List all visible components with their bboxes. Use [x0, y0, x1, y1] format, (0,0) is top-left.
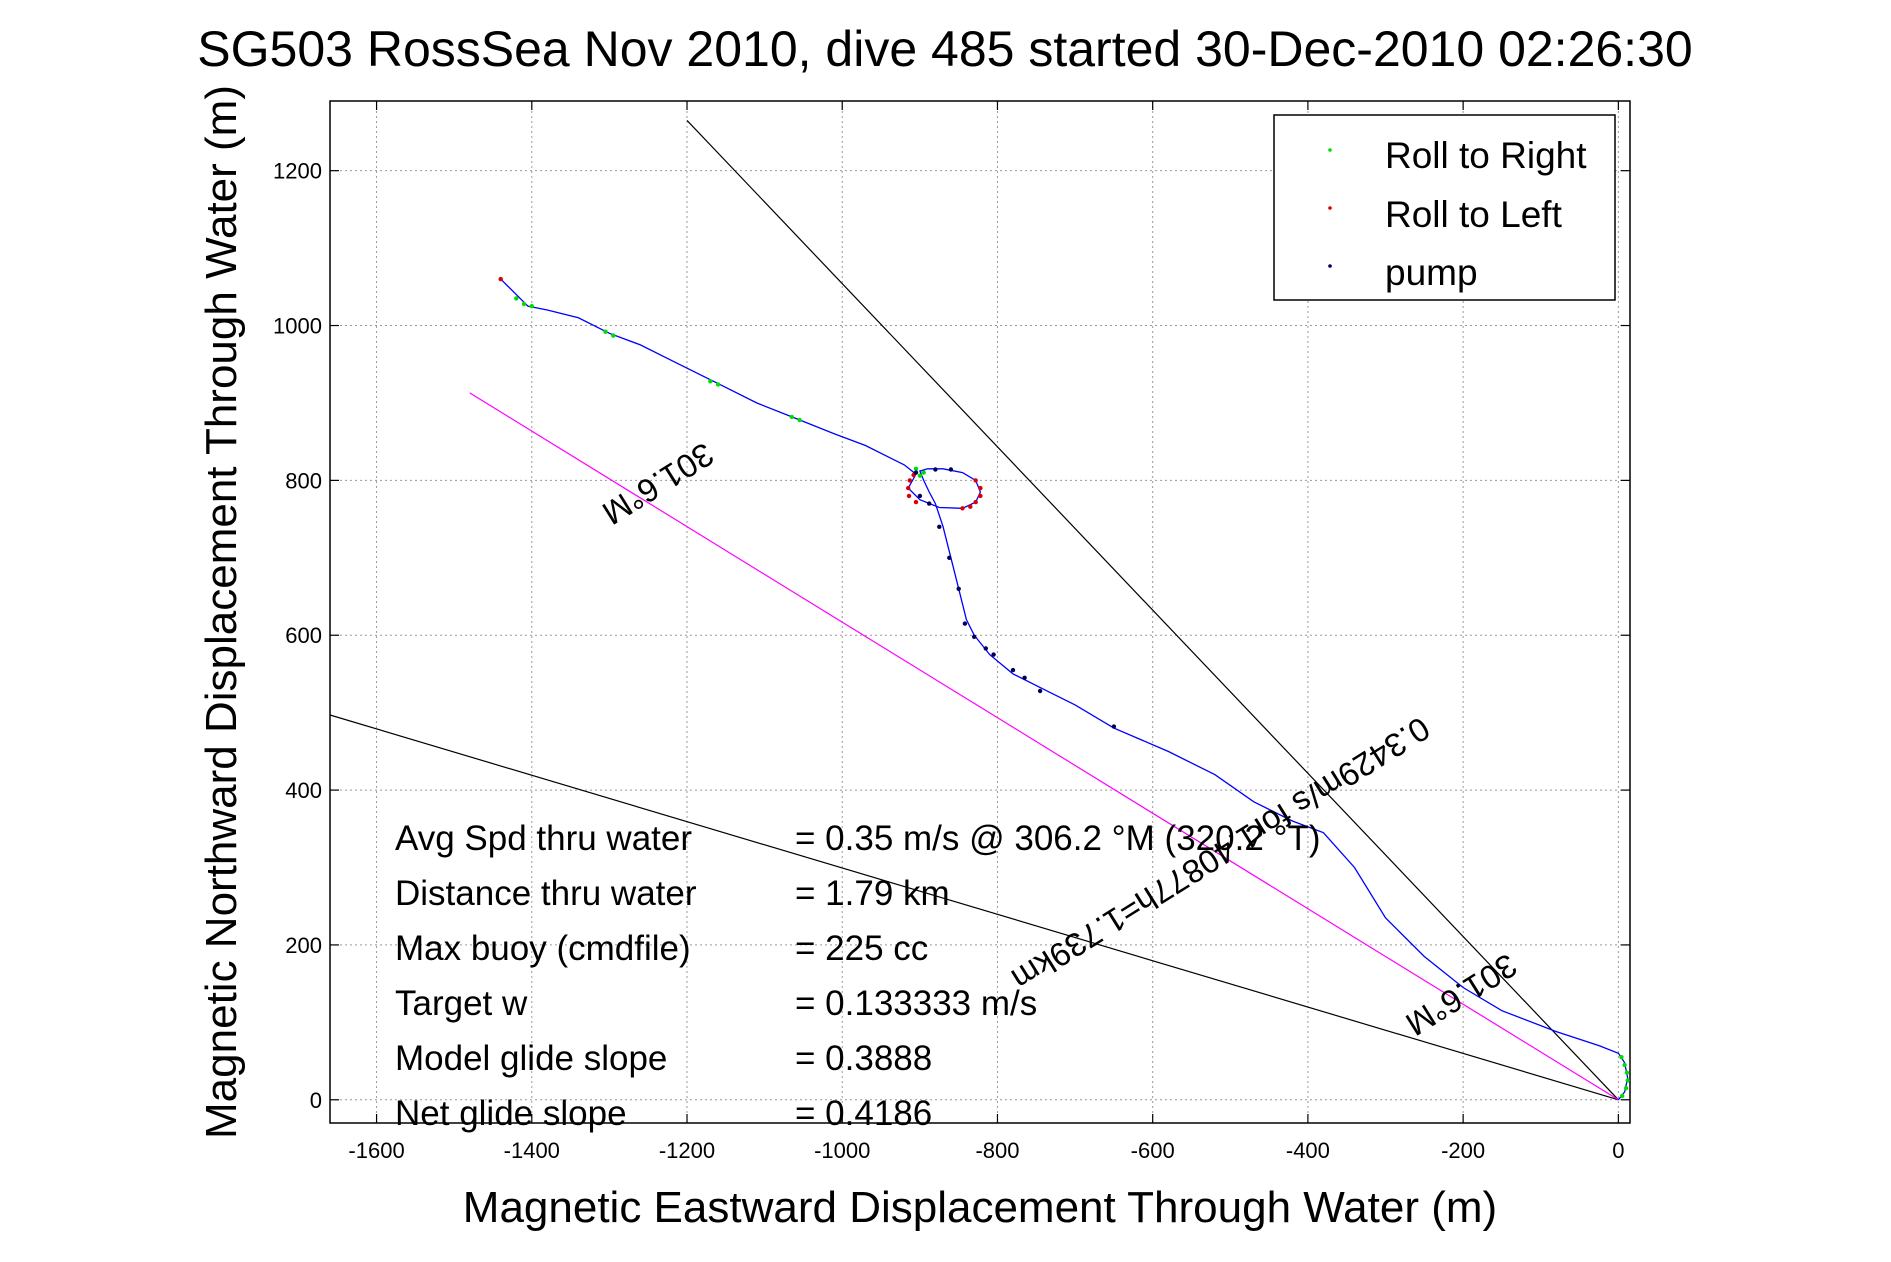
roll-right-point: [514, 296, 519, 301]
roll-left-point: [913, 499, 919, 505]
roll-left-point: [968, 504, 973, 509]
stats-block: Avg Spd thru water = 0.35 m/s @ 306.2 °M …: [395, 819, 1321, 1133]
x-tick-label: -800: [975, 1138, 1019, 1163]
marker-series: [498, 276, 1630, 1099]
stat-value: = 0.35 m/s @ 306.2 °M (320.2 °T): [795, 819, 1321, 858]
annot-heading-upper: 301.6°M: [596, 436, 720, 533]
pump-point: [948, 467, 954, 472]
current-bound-line-lower: [329, 714, 1619, 1101]
roll-right-point: [1620, 1093, 1625, 1099]
legend-label-pump: pump: [1385, 252, 1478, 293]
pump-point: [1010, 667, 1016, 673]
stat-label: Avg Spd thru water: [395, 819, 692, 858]
pump-point: [956, 586, 961, 591]
track-series: [500, 278, 1629, 1101]
pump-point: [937, 524, 942, 529]
pump-point: [983, 646, 988, 651]
annot-heading-lower: 301.6°M: [1399, 947, 1523, 1044]
legend-label-roll-right: Roll to Right: [1385, 135, 1587, 176]
roll-left-point: [907, 478, 912, 483]
stat-label: Max buoy (cmdfile): [395, 929, 691, 968]
roll-right-point: [603, 329, 608, 334]
stat-value: = 1.79 km: [795, 874, 950, 913]
plot-area-frame: [329, 100, 1631, 1124]
legend-marker-roll-right: [1328, 148, 1332, 152]
y-axis-label: Magnetic Northward Displacement Through …: [197, 85, 246, 1139]
x-tick-label: 0: [1612, 1138, 1624, 1163]
roll-right-point: [611, 333, 616, 338]
roll-right-point: [529, 304, 534, 309]
roll-right-point: [715, 382, 721, 387]
reference-lines: [329, 119, 1619, 1101]
pump-point: [972, 634, 977, 639]
stat-label: Model glide slope: [395, 1039, 667, 1078]
stat-value: = 225 cc: [795, 929, 928, 968]
annotations: 301.6°M0.3429m/s for1.40877h=1.739km301.…: [596, 436, 1523, 1044]
heading-line: [469, 392, 1619, 1101]
roll-left-point: [960, 506, 965, 511]
x-tick-label: -600: [1131, 1138, 1175, 1163]
glider-track-line: [500, 278, 1629, 1101]
grid: [330, 101, 1630, 1123]
roll-right-point: [708, 379, 713, 384]
pump-point: [927, 501, 932, 506]
x-axis-label: Magnetic Eastward Displacement Through W…: [463, 1183, 1497, 1232]
pump-point: [991, 652, 996, 657]
x-tick-label: -1400: [504, 1138, 560, 1163]
roll-left-point: [973, 478, 978, 483]
x-tick-label: -1200: [659, 1138, 715, 1163]
roll-left-point: [906, 493, 912, 499]
legend-label-roll-left: Roll to Left: [1385, 194, 1563, 235]
pump-point: [913, 470, 919, 475]
roll-left-point: [978, 485, 983, 491]
roll-right-point: [921, 470, 926, 475]
roll-right-point: [917, 473, 923, 478]
roll-right-point: [1619, 1055, 1624, 1060]
pump-point: [1037, 688, 1043, 694]
legend-marker-pump: [1328, 264, 1332, 268]
stat-label: Target w: [395, 984, 528, 1023]
x-tick-label: -1600: [348, 1138, 404, 1163]
chart-title: SG503 RossSea Nov 2010, dive 485 started…: [197, 21, 1692, 77]
roll-left-point: [978, 493, 983, 499]
y-tick-label: 800: [285, 468, 322, 493]
y-tick-label: 200: [285, 933, 322, 958]
pump-point: [933, 467, 938, 472]
roll-right-point: [1623, 1086, 1629, 1091]
legend: Roll to Right Roll to Left pump: [1273, 114, 1616, 301]
axis-ticks: -1600 -1400 -1200 -1000 -800 -600 -400 -200 0 0 20…: [273, 101, 1630, 1163]
roll-right-point: [1624, 1070, 1630, 1075]
y-tick-label: 0: [310, 1088, 322, 1113]
pump-point: [1111, 724, 1117, 729]
roll-right-point: [1625, 1078, 1630, 1083]
x-tick-label: -1000: [814, 1138, 870, 1163]
pump-point: [962, 621, 968, 626]
roll-right-point: [789, 414, 794, 420]
roll-left-point: [498, 276, 503, 282]
stat-value: = 0.133333 m/s: [795, 984, 1037, 1023]
current-bound-line-upper: [686, 119, 1619, 1101]
roll-left-point: [906, 485, 911, 491]
legend-marker-roll-left: [1328, 206, 1332, 210]
roll-right-point: [521, 301, 527, 307]
roll-right-point: [913, 466, 919, 471]
y-tick-label: 1000: [273, 314, 322, 339]
roll-right-point: [797, 417, 802, 423]
stat-label: Distance thru water: [395, 874, 697, 913]
stat-value: = 0.4186: [795, 1094, 932, 1133]
stat-value: = 0.3888: [795, 1039, 932, 1078]
y-tick-label: 600: [285, 623, 322, 648]
pump-point: [947, 555, 952, 560]
x-tick-label: -400: [1286, 1138, 1330, 1163]
roll-left-point: [973, 499, 978, 505]
pump-point: [917, 493, 923, 499]
roll-right-point: [1622, 1062, 1627, 1068]
y-tick-label: 1200: [273, 159, 322, 184]
x-tick-label: -200: [1441, 1138, 1485, 1163]
pump-point: [1022, 675, 1027, 680]
stat-label: Net glide slope: [395, 1094, 627, 1133]
y-tick-label: 400: [285, 778, 322, 803]
